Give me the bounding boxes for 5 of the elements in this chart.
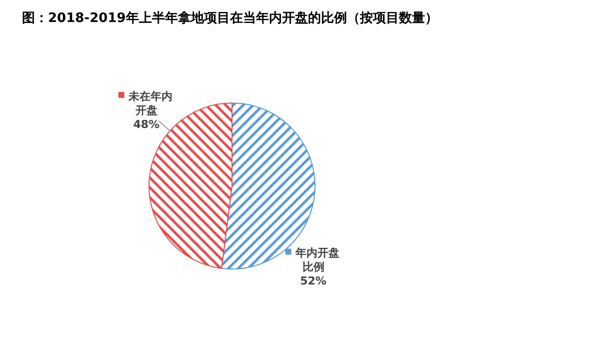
data-label: 48% [133, 118, 160, 131]
data-label: 52% [300, 274, 326, 288]
chart-title: 图：2018-2019年上半年拿地项目在当年内开盘的比例（按项目数量） [22, 10, 438, 26]
slice-label: 未在年内开盘 [127, 90, 172, 117]
slice-label: 年内开盘比例 [294, 246, 340, 274]
